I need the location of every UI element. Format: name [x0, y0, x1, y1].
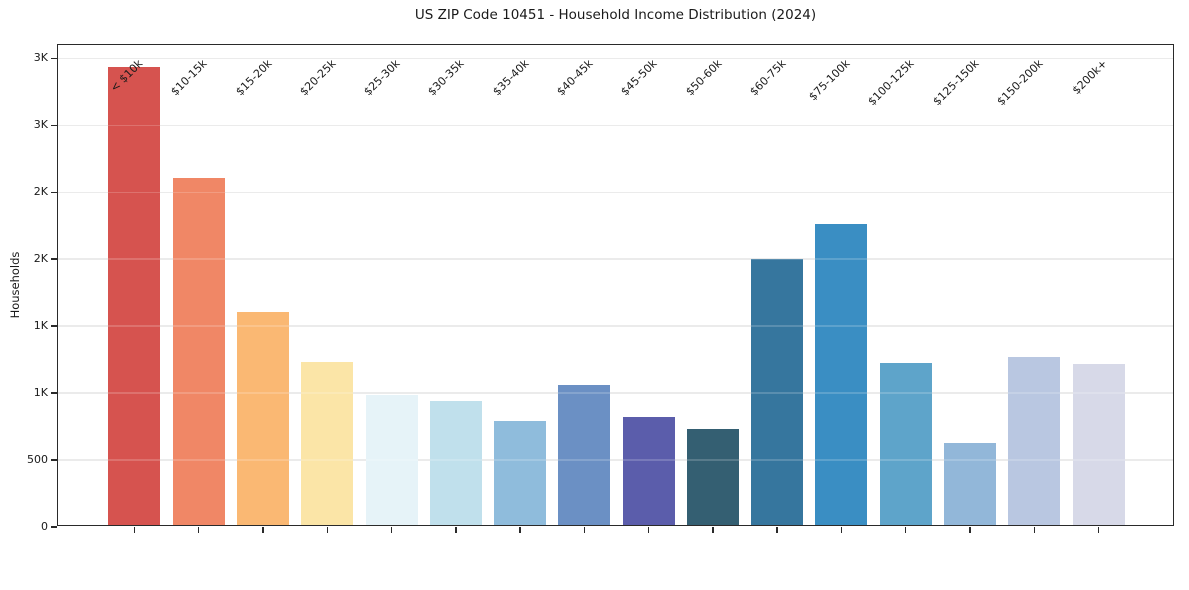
gridline-overlay	[58, 57, 1173, 60]
x-tick-mark	[262, 527, 264, 533]
gridline	[58, 191, 1173, 194]
axes-ticks-layer: 0 500 1K 1K 2K 2K 3K 3K < $10k $10-15k $15-20k $20-…	[27, 45, 1173, 533]
x-tick-label: $125-150k	[930, 57, 982, 109]
gridline	[58, 57, 1173, 60]
y-tick-label: 0	[41, 520, 48, 533]
y-tick-label: 2K	[33, 185, 48, 199]
x-tick-label: $100-125k	[865, 57, 917, 109]
y-tick-label: 500	[27, 453, 48, 467]
bar-7	[558, 385, 611, 525]
y-tick-mark	[51, 57, 57, 60]
bar-6	[494, 420, 547, 525]
y-tick-label: 2K	[33, 252, 48, 266]
gridline-overlay	[58, 191, 1173, 194]
y-tick-mark	[51, 459, 57, 461]
x-tick-label: $35-40k	[490, 57, 532, 99]
y-tick-label: 3K	[33, 51, 48, 65]
gridline-overlay	[58, 459, 1173, 461]
plot-area: 0 500 1K 1K 2K 2K 3K 3K < $10k $10-15k $15-20k $20-…	[27, 44, 1174, 533]
y-tick-mark	[51, 526, 57, 528]
x-tick-mark	[776, 527, 778, 533]
x-tick-label: $200k+	[1069, 57, 1110, 98]
gridline-overlay	[58, 392, 1173, 394]
y-tick-label: 1K	[33, 386, 48, 400]
chart-title: US ZIP Code 10451 - Household Income Dis…	[414, 7, 817, 23]
x-tick-mark	[519, 527, 521, 533]
x-tick-mark	[133, 527, 136, 533]
gridline-overlay	[58, 124, 1173, 127]
x-tick-label: $40-45k	[554, 57, 596, 99]
y-tick-label: 3K	[33, 118, 48, 132]
y-tick-mark	[51, 325, 57, 327]
bar-5	[429, 401, 482, 525]
x-tick-label: $150-200k	[994, 57, 1046, 109]
x-tick-label: $45-50k	[618, 57, 660, 99]
x-tick-label: $75-100k	[806, 57, 853, 104]
y-tick-mark	[51, 191, 57, 194]
bar-14	[1008, 356, 1061, 525]
x-tick-mark	[583, 527, 586, 533]
bar-9	[686, 429, 739, 525]
gridline	[58, 124, 1173, 127]
bar-1	[172, 178, 225, 525]
x-tick-label: $50-60k	[682, 57, 725, 99]
gridline-overlay	[58, 258, 1173, 260]
x-tick-mark	[390, 527, 393, 533]
x-tick-mark	[197, 527, 200, 533]
bar-8	[622, 417, 675, 525]
x-tick-label: $10-15k	[168, 57, 210, 99]
x-tick-mark	[326, 527, 329, 533]
gridline	[58, 459, 1173, 461]
x-tick-label: $25-30k	[361, 57, 403, 99]
y-tick-mark	[51, 258, 57, 260]
x-tick-mark	[1097, 527, 1100, 533]
x-tick-mark	[904, 527, 907, 533]
x-tick-label: < $10k	[108, 57, 146, 95]
bar-2	[237, 312, 290, 525]
bar-11	[815, 224, 868, 525]
x-tick-mark	[969, 527, 971, 533]
bar-15	[1072, 363, 1125, 525]
y-tick-mark	[51, 392, 57, 394]
bar-0	[108, 67, 161, 525]
bar-13	[943, 443, 996, 525]
x-tick-label: $15-20k	[232, 57, 275, 99]
bars-layer	[58, 45, 1173, 525]
bar-10	[751, 259, 804, 525]
y-tick-mark	[51, 124, 57, 127]
x-tick-label: $60-75k	[747, 57, 789, 99]
gridlines-overlay-layer	[58, 45, 1173, 525]
gridline	[58, 258, 1173, 260]
x-tick-label: $30-35k	[425, 57, 468, 99]
bar-12	[879, 363, 932, 525]
x-tick-mark	[1033, 527, 1035, 533]
x-tick-mark	[647, 527, 650, 533]
gridline	[58, 392, 1173, 394]
gridline	[58, 325, 1173, 327]
x-tick-mark	[712, 527, 714, 533]
x-tick-mark	[455, 527, 457, 533]
gridlines-layer	[58, 45, 1173, 525]
bar-4	[365, 395, 418, 525]
gridline-overlay	[58, 325, 1173, 327]
x-tick-mark	[840, 527, 843, 533]
bar-3	[301, 362, 354, 525]
y-tick-label: 1K	[33, 319, 48, 333]
x-tick-label: $20-25k	[297, 57, 339, 99]
